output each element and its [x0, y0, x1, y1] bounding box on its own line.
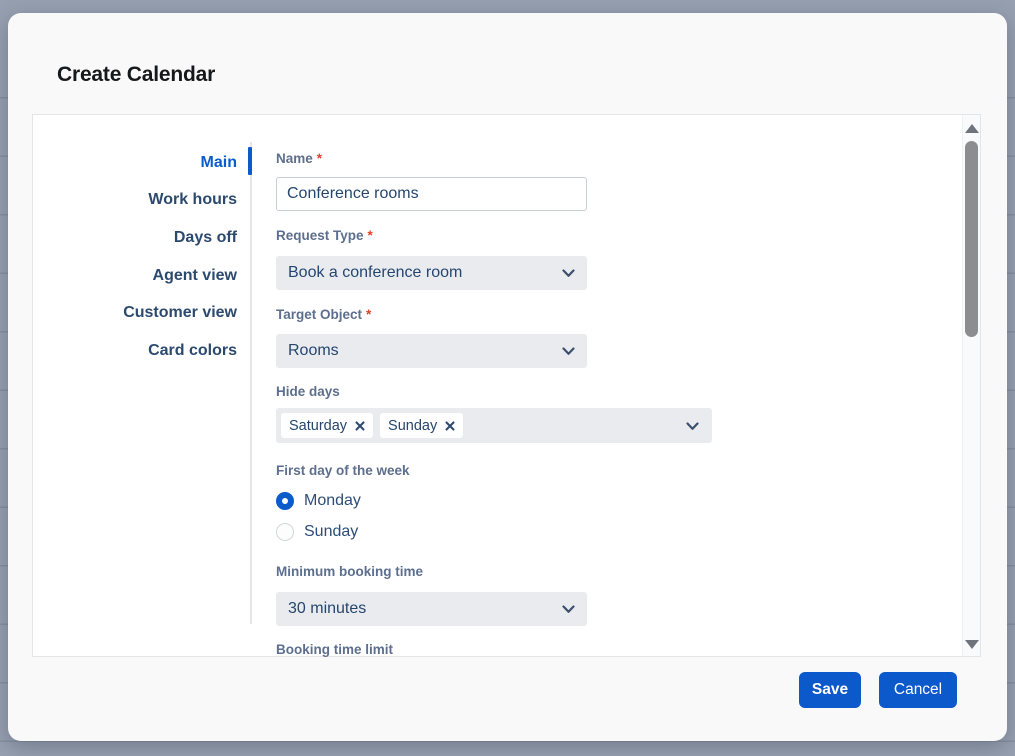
chevron-down-icon — [562, 605, 575, 613]
target-object-label: Target Object * — [276, 307, 372, 322]
scrollbar-track[interactable] — [962, 115, 980, 656]
name-input[interactable] — [276, 177, 587, 211]
tag-saturday: Saturday — [281, 413, 374, 438]
first-day-label: First day of the week — [276, 463, 410, 478]
scrollbar-thumb[interactable] — [965, 141, 978, 337]
hide-days-label: Hide days — [276, 384, 340, 399]
min-booking-label: Minimum booking time — [276, 564, 423, 579]
sidebar-divider — [250, 142, 252, 624]
scroll-up-button[interactable] — [965, 124, 979, 133]
remove-tag-icon[interactable] — [355, 420, 365, 431]
chevron-down-icon — [686, 422, 699, 430]
tag-sunday: Sunday — [380, 413, 464, 438]
radio-monday[interactable]: Monday — [276, 489, 361, 513]
sidebar-item-days-off[interactable]: Days off — [173, 228, 237, 246]
required-asterisk: * — [367, 228, 373, 243]
save-button[interactable]: Save — [799, 672, 861, 708]
required-asterisk: * — [316, 151, 323, 166]
scroll-down-button[interactable] — [965, 640, 979, 649]
dialog-scroll-panel: Main Work hours Days off Agent view Cust… — [32, 114, 981, 657]
hide-days-multiselect[interactable]: Saturday Sunday — [276, 408, 712, 443]
sidebar-nav: Main Work hours Days off Agent view Cust… — [33, 144, 237, 370]
create-calendar-dialog: Create Calendar Main Work hours Days off… — [8, 13, 1007, 741]
sidebar-item-main[interactable]: Main — [200, 153, 237, 171]
target-object-select[interactable]: Rooms — [276, 334, 587, 368]
radio-unselected-icon — [276, 523, 294, 541]
radio-sunday[interactable]: Sunday — [276, 520, 358, 544]
active-tab-indicator — [248, 147, 252, 175]
sidebar-item-card-colors[interactable]: Card colors — [148, 341, 237, 359]
required-asterisk: * — [366, 307, 372, 322]
chevron-down-icon — [562, 269, 575, 277]
booking-limit-label: Booking time limit — [276, 642, 394, 657]
request-type-select[interactable]: Book a conference room — [276, 256, 587, 290]
min-booking-select[interactable]: 30 minutes — [276, 592, 587, 626]
name-label: Name * — [276, 151, 323, 166]
chevron-down-icon — [562, 347, 575, 355]
sidebar-item-agent-view[interactable]: Agent view — [152, 266, 237, 284]
radio-selected-icon — [276, 492, 294, 510]
sidebar-item-work-hours[interactable]: Work hours — [148, 191, 237, 209]
dialog-title: Create Calendar — [57, 63, 216, 86]
request-type-label: Request Type * — [276, 228, 373, 243]
cancel-button[interactable]: Cancel — [879, 672, 957, 708]
sidebar-item-customer-view[interactable]: Customer view — [123, 304, 237, 322]
remove-tag-icon[interactable] — [445, 420, 455, 431]
